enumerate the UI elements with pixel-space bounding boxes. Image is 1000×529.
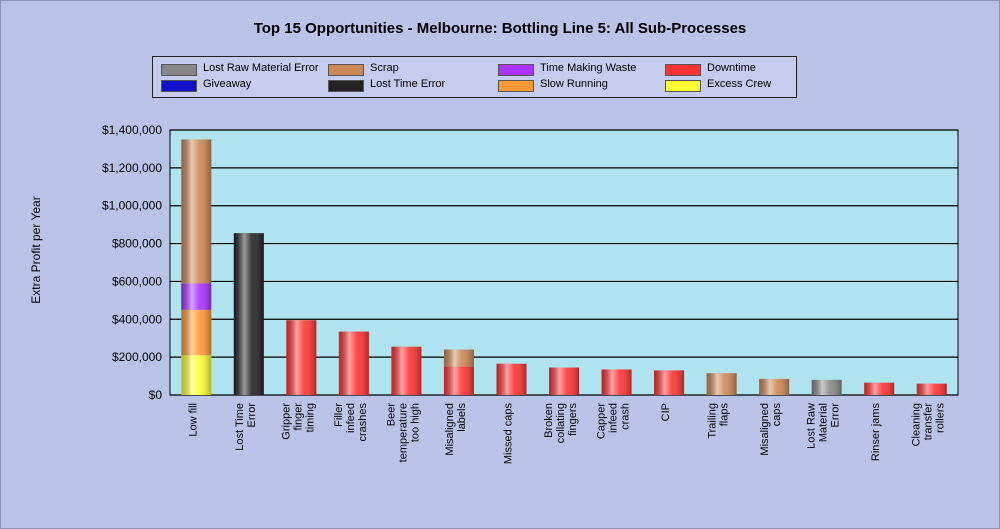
legend-swatch-giveaway <box>161 80 197 92</box>
x-tick-label: Lost RawMaterialError <box>806 403 842 449</box>
legend-label-lost-raw-material-error: Lost Raw Material Error <box>203 62 319 74</box>
x-tick-label: Misalignedlabels <box>444 403 468 456</box>
x-tick-label: Low fill <box>187 403 199 437</box>
legend-label-downtime: Downtime <box>707 62 756 74</box>
y-tick-label: $800,000 <box>112 237 162 251</box>
legend-swatch-downtime <box>665 64 701 76</box>
bar-segment-highlight <box>181 309 212 356</box>
legend-swatch-lost-raw-material-error <box>161 64 197 76</box>
bar-segment-highlight <box>338 331 369 395</box>
bar-trailing-flaps <box>706 373 737 395</box>
legend-label-lost-time-error: Lost Time Error <box>370 78 446 90</box>
legend-label-excess-crew: Excess Crew <box>707 78 772 90</box>
bar-segment-highlight <box>233 233 264 395</box>
bar-segment-highlight <box>759 378 790 395</box>
bar-segment-highlight <box>916 383 947 395</box>
bar-segment-highlight <box>443 349 474 367</box>
bar-misaligned-labels <box>443 349 474 395</box>
x-tick-label: Fillerinfeedcrashes <box>333 403 369 442</box>
x-tick-label: Brokencollatingfingers <box>543 403 579 444</box>
x-tick-label: Missed caps <box>502 403 514 465</box>
legend-label-slow-running: Slow Running <box>540 78 608 90</box>
x-tick-label: Trailingflaps <box>707 403 731 439</box>
bar-segment-highlight <box>549 367 579 395</box>
bar-misaligned-caps <box>759 378 790 395</box>
bar-segment-highlight <box>391 346 422 395</box>
y-tick-label: $1,000,000 <box>102 199 162 213</box>
bar-segment-highlight <box>181 139 212 284</box>
bar-segment-highlight <box>706 373 737 395</box>
chart-title: Top 15 Opportunities - Melbourne: Bottli… <box>253 20 747 37</box>
legend-label-scrap: Scrap <box>370 62 399 74</box>
bar-cleaning-transfer-rollers <box>916 383 947 395</box>
y-tick-label: $600,000 <box>112 274 162 288</box>
y-tick-label: $1,200,000 <box>102 161 162 175</box>
bar-lost-time-error <box>233 233 264 395</box>
bar-segment-highlight <box>811 379 842 395</box>
bar-segment-highlight <box>601 369 632 395</box>
x-tick-label: Gripperfingertiming <box>280 403 316 440</box>
y-tick-label: $0 <box>149 388 163 402</box>
legend-swatch-excess-crew <box>665 80 701 92</box>
bar-segment-highlight <box>181 355 212 395</box>
x-tick-label: Cleaningtransferrollers <box>911 403 947 447</box>
x-tick-label: Lost TimeError <box>234 403 258 451</box>
bar-segment-highlight <box>443 366 474 395</box>
y-tick-label: $1,400,000 <box>102 123 162 137</box>
bar-segment-highlight <box>181 283 212 310</box>
bar-filler-infeed-crashes <box>338 331 369 395</box>
bar-broken-collating-fingers <box>549 367 579 395</box>
bar-beer-temperature-too-high <box>391 346 422 395</box>
bar-cip <box>654 370 685 395</box>
legend-label-time-making-waste: Time Making Waste <box>540 62 637 74</box>
y-tick-label: $200,000 <box>112 350 162 364</box>
bar-rinser-jams <box>864 382 895 395</box>
x-tick-label: Misalignedcaps <box>759 403 783 456</box>
legend-swatch-slow-running <box>498 80 534 92</box>
bar-segment-highlight <box>496 363 527 395</box>
x-tick-label: CIP <box>660 403 672 421</box>
legend-swatch-time-making-waste <box>498 64 534 76</box>
x-tick-label: Capperinfeedcrash <box>596 403 632 439</box>
legend-swatch-lost-time-error <box>328 80 364 92</box>
x-tick-label: Rinser jams <box>870 403 882 462</box>
x-tick-label: Beertemperaturetoo high <box>385 403 421 463</box>
bar-gripper-finger-timing <box>286 320 317 395</box>
bar-segment-highlight <box>286 320 317 395</box>
chart-legend: Lost Raw Material Error Scrap Time Making … <box>152 56 797 98</box>
legend-label-giveaway: Giveaway <box>203 78 252 90</box>
bar-segment-highlight <box>864 382 895 395</box>
legend-swatch-scrap <box>328 64 364 76</box>
bar-missed-caps <box>496 363 527 395</box>
bar-segment-highlight <box>654 370 685 395</box>
bar-low-fill <box>181 139 212 395</box>
bar-lost-raw-material-error <box>811 379 842 395</box>
bar-capper-infeed-crash <box>601 369 632 395</box>
y-tick-label: $400,000 <box>112 312 162 326</box>
